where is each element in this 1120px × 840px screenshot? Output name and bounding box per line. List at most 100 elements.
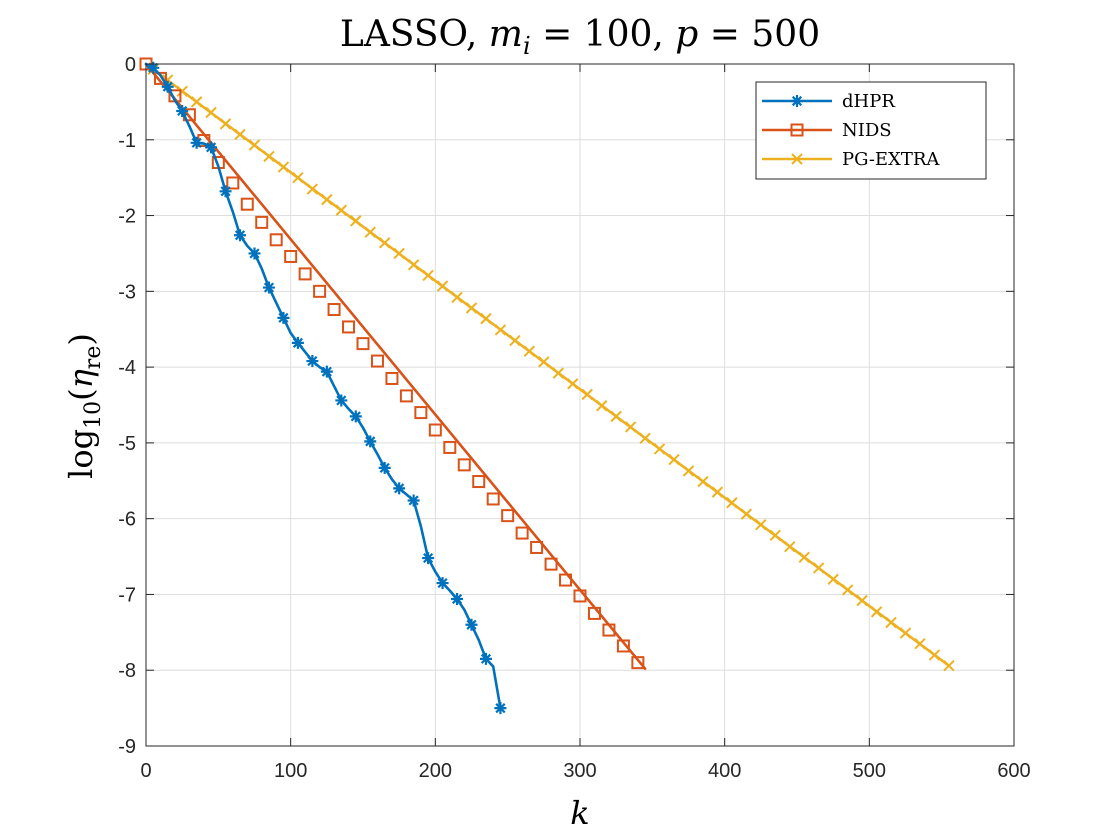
data-point-x [335, 204, 348, 216]
y-tick-label: -4 [118, 357, 136, 379]
data-point-x [234, 128, 246, 141]
legend: dHPR NIDS PG-EXTRA [755, 81, 987, 180]
data-point-x [393, 247, 405, 260]
data-point-x [205, 106, 217, 119]
data-point-square [313, 284, 327, 298]
data-point-asterisk [349, 410, 362, 423]
data-point-asterisk [320, 365, 333, 378]
data-point-x [538, 356, 550, 368]
data-point-x [321, 193, 333, 206]
data-point-square [443, 440, 457, 454]
data-point-square [399, 389, 413, 403]
y-tick-label: -1 [118, 130, 136, 152]
x-tick-label: 100 [274, 760, 307, 782]
data-point-square [631, 656, 645, 670]
legend-item-pg-extra: PG-EXTRA [762, 149, 940, 170]
data-point-x [827, 573, 839, 585]
data-point-asterisk [277, 311, 290, 324]
y-tick-label: -8 [118, 660, 136, 682]
data-point-x [711, 486, 724, 498]
data-point-x [523, 345, 536, 357]
data-point-square [356, 337, 370, 351]
data-point-square [472, 475, 486, 489]
x-tick-label: 200 [419, 760, 452, 782]
x-tick-label: 0 [140, 760, 151, 782]
data-point-square [370, 354, 384, 368]
data-point-asterisk [393, 482, 406, 495]
legend-label: PG-EXTRA [842, 149, 940, 170]
data-point-asterisk [219, 185, 232, 198]
data-point-square [587, 606, 601, 620]
y-tick-label: -5 [118, 433, 136, 455]
data-point-asterisk [479, 652, 492, 665]
data-point-x [248, 139, 261, 151]
data-point-square [298, 267, 312, 281]
data-point-x [841, 584, 854, 596]
data-point-x [798, 551, 810, 564]
data-point-x [812, 562, 825, 574]
data-point-x [784, 540, 796, 553]
data-point-x [653, 443, 666, 455]
data-point-square [486, 492, 500, 506]
data-point-square [573, 589, 587, 603]
x-tick-label: 500 [853, 760, 886, 782]
data-point-x [870, 606, 883, 618]
data-point-square [616, 639, 630, 653]
data-point-square [284, 249, 298, 263]
data-point-x [465, 302, 478, 314]
data-point-square [255, 215, 269, 229]
data-point-x [943, 659, 955, 672]
data-point-square [559, 573, 573, 587]
data-point-asterisk [234, 229, 247, 242]
axis-ticks: 0 100 200 300 400 500 600 0 -1 -2 -3 -4 -5 -6 -7 -8 -9 [118, 54, 1030, 782]
data-point-square [327, 303, 341, 317]
data-point-asterisk [791, 95, 803, 107]
data-point-x [928, 649, 941, 661]
data-point-x [791, 153, 803, 165]
data-point-square [240, 197, 254, 211]
data-point-square [544, 557, 558, 571]
data-point-asterisk [364, 435, 377, 448]
data-point-x [639, 432, 651, 445]
data-point-x [306, 183, 319, 195]
data-point-asterisk [147, 61, 160, 74]
data-point-x [552, 367, 565, 379]
data-point-square [342, 320, 356, 334]
data-point-x [668, 453, 680, 466]
data-point-asterisk [451, 592, 464, 605]
data-point-x [422, 269, 434, 282]
data-point-square [515, 526, 529, 540]
y-tick-label: -7 [118, 584, 136, 606]
data-point-x [190, 96, 203, 108]
data-point-asterisk [306, 355, 319, 368]
data-point-asterisk [176, 104, 189, 117]
legend-item-dhpr: dHPR [762, 91, 895, 112]
data-point-asterisk [248, 247, 261, 260]
data-point-x [364, 226, 376, 238]
chart-title: LASSO, mi = 100, p = 500 [340, 14, 820, 60]
data-point-asterisk [378, 461, 391, 474]
data-point-x [610, 410, 622, 423]
data-point-asterisk [407, 494, 420, 507]
data-point-x [292, 171, 304, 184]
data-point-square [385, 371, 399, 385]
data-point-x [740, 508, 753, 520]
legend-item-nids: NIDS [762, 120, 892, 141]
data-point-x [856, 594, 868, 607]
data-point-asterisk [262, 281, 275, 294]
data-point-x [436, 280, 449, 292]
data-point-square [226, 176, 240, 190]
data-point-x [480, 312, 492, 325]
data-point-asterisk [161, 80, 174, 93]
y-tick-label: -6 [118, 509, 136, 531]
data-point-asterisk [291, 336, 304, 349]
data-point-x [277, 161, 290, 173]
data-point-x [494, 324, 507, 336]
y-tick-label: -2 [118, 206, 136, 228]
data-point-square [414, 406, 428, 420]
data-point-x [581, 388, 593, 401]
data-point-x [263, 150, 275, 163]
data-point-asterisk [422, 552, 435, 565]
